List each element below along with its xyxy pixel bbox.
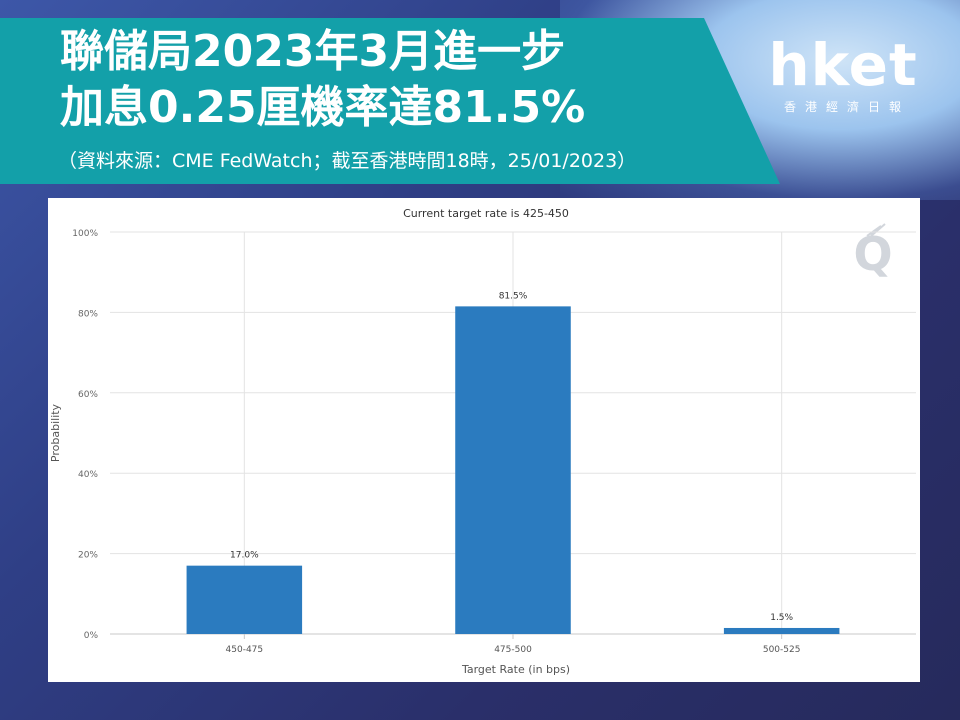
data-label: 17.0% [230, 551, 259, 561]
data-label: 1.5% [770, 613, 793, 623]
x-tick-label: 450-475 [226, 645, 264, 655]
y-tick-label: 100% [72, 229, 98, 239]
y-axis-label: Probability [49, 403, 62, 462]
x-tick-label: 475-500 [494, 645, 532, 655]
chart-panel: Q 0% 20% 40% 60% 80% 100% 17.0% 450-475 81.5% 475… [48, 198, 920, 682]
source-note: （資料來源：CME FedWatch；截至香港時間18時，25/01/2023） [58, 150, 637, 172]
svg-text:Q: Q [853, 227, 892, 281]
chart-title: Current target rate is 425-450 [403, 207, 569, 220]
headline-line-1: 聯儲局2023年3月進一步 [60, 26, 566, 77]
headline: 聯儲局2023年3月進一步 加息0.25厘機率達81.5% [60, 24, 585, 136]
headline-line-2: 加息0.25厘機率達81.5% [60, 82, 586, 133]
y-tick-label: 80% [78, 309, 98, 319]
y-tick-label: 40% [78, 470, 98, 480]
bar-450-475 [186, 565, 303, 634]
bar-475-500 [455, 306, 571, 634]
logo-subtitle: 香港經濟日報 [783, 100, 910, 114]
y-tick-label: 60% [78, 390, 98, 400]
hket-logo: hket 香港經濟日報 [758, 36, 928, 115]
x-axis-label: Target Rate (in bps) [461, 663, 570, 676]
y-tick-label: 20% [78, 551, 98, 561]
title-banner [0, 18, 780, 184]
data-label: 81.5% [499, 291, 528, 301]
watermark-icon: Q [853, 223, 893, 281]
logo-wordmark: hket [768, 31, 918, 99]
bar-500-525 [723, 627, 840, 634]
y-tick-label: 0% [84, 631, 99, 641]
x-tick-label: 500-525 [763, 645, 801, 655]
bar-chart: Q 0% 20% 40% 60% 80% 100% 17.0% 450-475 81.5% 475… [49, 207, 916, 676]
